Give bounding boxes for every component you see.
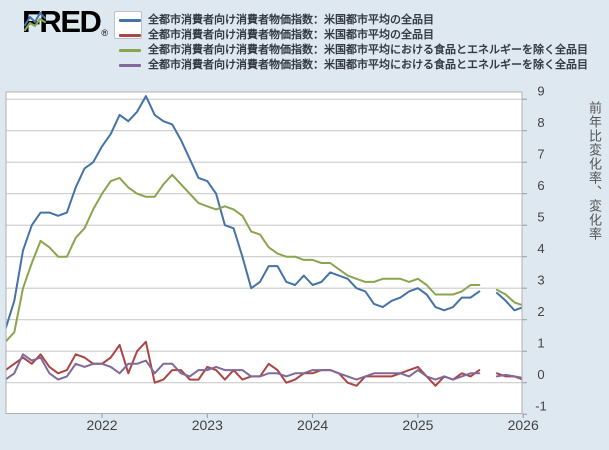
y-tick-label: 0 [537, 367, 544, 382]
legend-item-cpi-all-items-yoy[interactable]: 全都市消費者向け消費者物価指数：米国都市平均の全品目 [119, 13, 588, 28]
y-tick-label: 4 [537, 241, 544, 256]
x-tick-label: 2026 [508, 417, 539, 433]
x-tick-label: 2022 [86, 417, 117, 433]
legend-label: 全都市消費者向け消費者物価指数：米国都市平均における食品とエネルギーを除く全品目 [148, 59, 588, 71]
plot-frame [5, 91, 523, 414]
legend-label: 全都市消費者向け消費者物価指数：米国都市平均の全品目 [148, 14, 434, 26]
fred-logo[interactable]: FRED ® [22, 6, 143, 39]
y-tick-label: 5 [537, 210, 544, 225]
series-line-2 [6, 173, 522, 343]
legend-swatch [119, 64, 141, 67]
y-tick-label: -1 [535, 399, 547, 414]
y-tick-label: 8 [537, 115, 544, 130]
x-tick-label: 2024 [297, 417, 328, 433]
plot-area[interactable] [6, 92, 522, 414]
y-tick-label: 3 [537, 273, 544, 288]
legend-label: 全都市消費者向け消費者物価指数：米国都市平均の全品目 [148, 29, 434, 41]
legend-item-cpi-all-items-mom[interactable]: 全都市消費者向け消費者物価指数：米国都市平均の全品目 [119, 28, 588, 43]
legend-swatch [119, 34, 141, 37]
x-tick-label: 2025 [402, 417, 433, 433]
y-tick-label: 6 [537, 178, 544, 193]
legend-item-cpi-core-mom[interactable]: 全都市消費者向け消費者物価指数：米国都市平均における食品とエネルギーを除く全品目 [119, 58, 588, 73]
y-tick-label: 9 [537, 84, 544, 99]
legend-label: 全都市消費者向け消費者物価指数：米国都市平均における食品とエネルギーを除く全品目 [148, 44, 588, 56]
series-line-3 [6, 353, 522, 381]
chart-legend: 全都市消費者向け消費者物価指数：米国都市平均の全品目 全都市消費者向け消費者物価… [119, 13, 588, 73]
y-axis-title: 前年比変化率、変化率 [587, 101, 602, 241]
y-tick-label: 7 [537, 147, 544, 162]
legend-swatch [119, 49, 141, 52]
x-tick-label: 2023 [192, 417, 223, 433]
legend-swatch [119, 19, 141, 22]
legend-item-cpi-core-yoy[interactable]: 全都市消費者向け消費者物価指数：米国都市平均における食品とエネルギーを除く全品目 [119, 43, 588, 58]
registered-mark: ® [101, 28, 109, 38]
series-line-0 [6, 95, 522, 330]
y-tick-label: 1 [537, 336, 544, 351]
y-tick-label: 2 [537, 304, 544, 319]
